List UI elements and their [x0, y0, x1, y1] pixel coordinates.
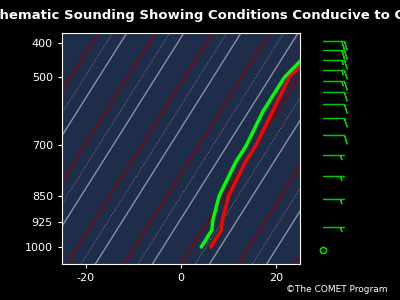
- Text: Schematic Sounding Showing Conditions Conducive to CSI: Schematic Sounding Showing Conditions Co…: [0, 9, 400, 22]
- Text: ©The COMET Program: ©The COMET Program: [286, 285, 388, 294]
